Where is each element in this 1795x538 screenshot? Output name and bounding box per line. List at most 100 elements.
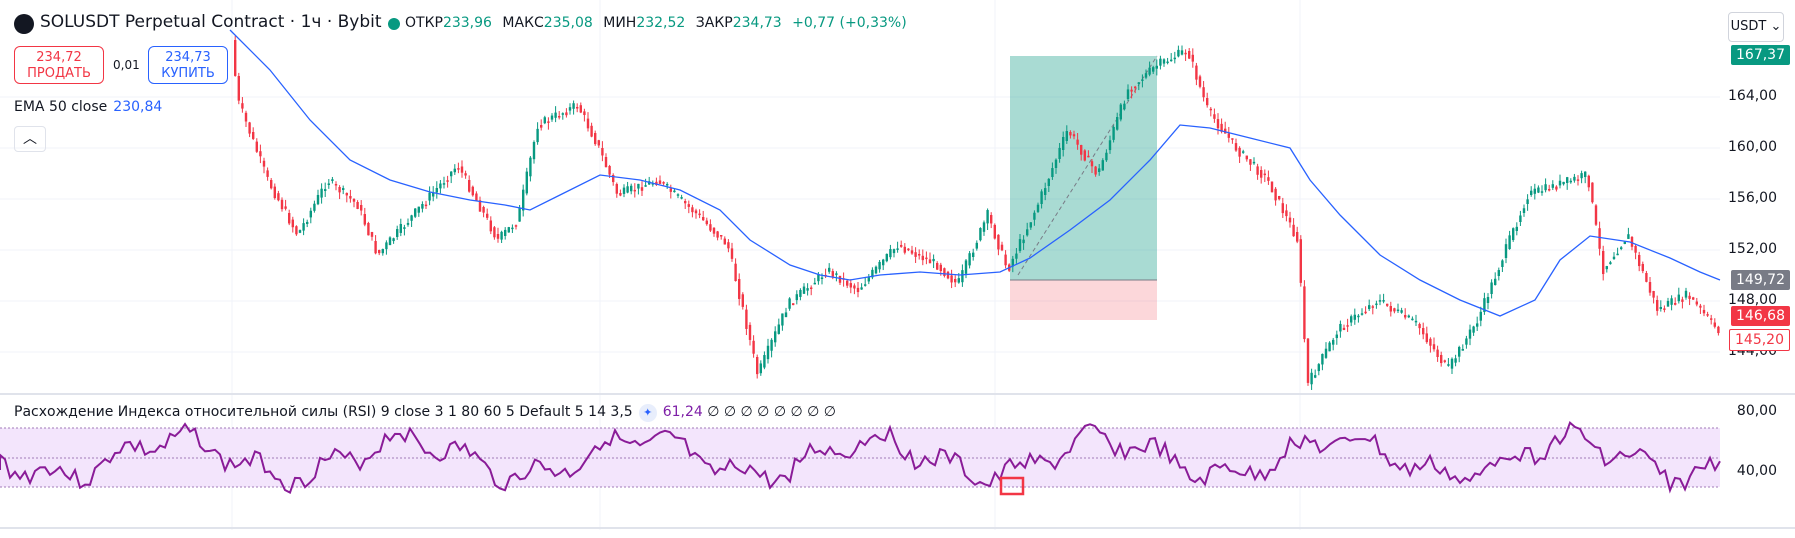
candle-body [608, 166, 611, 175]
candle-body [1580, 173, 1583, 179]
candle-body [601, 148, 604, 156]
candle-body [896, 248, 899, 250]
candle-body [745, 309, 748, 329]
collapse-legend-button[interactable]: ︿ [14, 126, 46, 152]
candle-body [367, 223, 370, 236]
candle-body [1224, 128, 1227, 134]
candle-body [1227, 133, 1230, 138]
candle-body [1188, 51, 1191, 59]
rsi-divergence-marker[interactable] [999, 476, 1025, 496]
ema-50-line [229, 29, 1721, 317]
candle-body [1393, 308, 1396, 312]
candle-body [1602, 251, 1605, 275]
rsi-value: 61,24 [662, 404, 703, 420]
candle-body [1713, 322, 1716, 327]
candle-body [964, 260, 968, 274]
market-status-icon[interactable] [388, 18, 400, 30]
sell-button[interactable]: 234,72 ПРОДАТЬ [14, 46, 104, 84]
ohlc-high-label: МАКС [502, 15, 544, 31]
candle-body [1058, 147, 1061, 159]
candle-body [1368, 305, 1371, 309]
candle-body [1641, 264, 1644, 272]
candle-body [1299, 239, 1302, 283]
candle-body [1512, 228, 1515, 240]
candle-body [1414, 320, 1418, 323]
candle-body [1130, 89, 1133, 92]
candle-body [1231, 138, 1234, 140]
candle-body [1000, 244, 1004, 251]
rsi-legend-label: Расхождение Индекса относительной силы (… [14, 404, 633, 420]
candle-body [381, 249, 384, 254]
candle-body [313, 203, 316, 211]
candle-body [1432, 344, 1436, 350]
price-tag-ema: 149,72 [1731, 270, 1790, 290]
candle-body [1123, 103, 1126, 110]
ohlc-change: +0,77 (+0,33%) [792, 15, 907, 31]
candle-body [644, 185, 647, 187]
candle-body [360, 205, 363, 211]
symbol-title[interactable]: SOLUSDT Perpetual Contract · 1ч · Bybit [40, 12, 382, 32]
settings-sparkle-icon[interactable]: ✦ [638, 404, 657, 422]
candle-body [363, 214, 366, 225]
candle-body [619, 193, 622, 196]
candle-body [1591, 182, 1594, 203]
candle-body [241, 103, 244, 109]
candle-body [1296, 232, 1299, 242]
bybit-logo-icon [14, 14, 34, 34]
ema-legend[interactable]: EMA 50 close 230,84 [14, 99, 162, 115]
candle-body [1094, 166, 1097, 175]
candle-body [1350, 316, 1353, 323]
candle-body [738, 279, 741, 299]
candle-body [1036, 204, 1040, 212]
candle-body [1270, 181, 1274, 193]
candle-body [1465, 338, 1468, 345]
candle-body [529, 157, 532, 177]
candle-body [864, 284, 867, 286]
candle-body [1717, 326, 1720, 334]
candle-body [378, 250, 381, 254]
price-tag-target: 167,37 [1731, 45, 1790, 65]
candle-body [1537, 187, 1540, 193]
candle-body [244, 112, 248, 122]
candle-body [1684, 290, 1688, 298]
rsi-legend[interactable]: Расхождение Индекса относительной силы (… [14, 404, 836, 422]
candle-body [885, 253, 888, 262]
candle-body [1152, 67, 1155, 72]
candle-body [565, 112, 568, 116]
candle-body [925, 257, 928, 260]
candle-body [554, 112, 557, 118]
candle-body [1267, 177, 1270, 181]
position-profit-zone[interactable] [1010, 56, 1157, 280]
candle-body [1555, 186, 1558, 190]
candle-body [763, 355, 766, 368]
candle-body [568, 107, 572, 111]
candle-body [396, 229, 399, 237]
candle-body [1087, 155, 1090, 158]
candle-body [1033, 212, 1036, 220]
candle-body [918, 254, 921, 256]
candle-body [907, 248, 910, 251]
candle-body [676, 194, 680, 196]
candle-body [500, 231, 503, 240]
candle-body [338, 187, 341, 193]
candle-body [406, 222, 410, 225]
candle-body [1677, 294, 1680, 302]
buy-button[interactable]: 234,73 КУПИТЬ [148, 46, 228, 84]
candle-body [540, 125, 543, 128]
candle-body [1436, 349, 1439, 358]
candle-body [1062, 136, 1065, 150]
candle-body [482, 207, 485, 213]
candle-body [1630, 237, 1634, 247]
candle-body [986, 210, 989, 224]
position-loss-zone[interactable] [1010, 280, 1157, 320]
candle-body [295, 226, 298, 235]
candle-body [1260, 170, 1263, 178]
candle-body [1497, 270, 1500, 276]
candle-body [968, 253, 971, 266]
candle-body [1213, 114, 1216, 119]
currency-select[interactable]: USDT ⌄ [1728, 12, 1784, 42]
candle-body [1710, 318, 1713, 320]
candle-body [1454, 358, 1457, 363]
candle-body [630, 185, 633, 192]
